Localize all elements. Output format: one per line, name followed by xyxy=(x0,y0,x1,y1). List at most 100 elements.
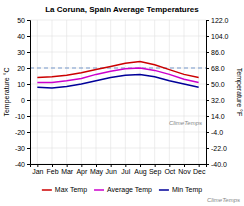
tick-label: -22.0 xyxy=(211,145,227,152)
tick: Feb xyxy=(46,164,58,175)
axis-title: Temperature °F xyxy=(235,68,243,116)
grid-line xyxy=(30,148,206,149)
legend-item: Average Temp xyxy=(94,186,152,194)
grid-line xyxy=(30,36,206,37)
legend-item: Min Temp xyxy=(159,186,202,194)
tick-label: Apr xyxy=(76,168,88,176)
annotation: ClimeTemps xyxy=(207,197,240,203)
tick-mark xyxy=(27,84,30,85)
tick-mark xyxy=(206,100,209,101)
legend-label: Average Temp xyxy=(107,186,152,194)
tick: Jan xyxy=(32,164,43,175)
grid xyxy=(30,20,206,164)
tick: 10 xyxy=(17,81,30,88)
grid-line xyxy=(30,20,206,21)
tick: 122.0 xyxy=(206,17,229,24)
tick-mark xyxy=(206,116,209,117)
tick: -10 xyxy=(15,113,30,120)
tick: 50.0 xyxy=(206,81,225,88)
tick-mark xyxy=(140,164,141,167)
grid-line xyxy=(30,100,206,101)
legend-swatch xyxy=(94,189,104,191)
grid-line xyxy=(37,20,38,164)
line xyxy=(37,74,198,88)
tick-label: Jan xyxy=(32,168,43,175)
plot: JanFebMarAprMayJun Jul AugSepOctNovDec -40 -… xyxy=(15,17,229,176)
tick-mark xyxy=(96,164,97,167)
tick-label: 50 xyxy=(17,17,25,24)
tick-mark xyxy=(111,164,112,167)
tick: 104.0 xyxy=(206,33,229,40)
axis-line xyxy=(27,21,31,165)
legend-item: Max Temp xyxy=(42,186,87,194)
tick-label: -20 xyxy=(15,129,25,136)
tick-mark xyxy=(169,164,170,167)
tick: 30 xyxy=(17,49,30,56)
tick-label: -30 xyxy=(15,145,25,152)
tick-label: Mar xyxy=(61,168,74,175)
tick: Nov xyxy=(178,164,191,175)
legend-swatch xyxy=(159,189,169,191)
axis-line xyxy=(207,21,210,165)
tick-mark xyxy=(27,36,30,37)
tick-label: -4.0 xyxy=(211,129,223,136)
legend: Max Temp Average Temp Min Temp xyxy=(42,186,202,194)
tick-mark xyxy=(52,164,53,167)
tick: -4.0 xyxy=(206,129,223,136)
tick: May xyxy=(90,164,104,176)
grid-line xyxy=(30,132,206,133)
tick-mark xyxy=(206,132,209,133)
tick: -30 xyxy=(15,145,30,152)
axis: -40.0 -22.0 -4.0 14.0 32.0 50.0 68.0 86.0 104.0 1… xyxy=(206,17,229,168)
tick-label: 122.0 xyxy=(211,17,229,24)
axis-line xyxy=(31,165,207,168)
tick-mark xyxy=(206,68,209,69)
tick: -20 xyxy=(15,129,30,136)
tick-mark xyxy=(37,164,38,167)
legend-label: Min Temp xyxy=(172,186,202,194)
tick: 68.0 xyxy=(206,65,225,72)
tick-label: 86.0 xyxy=(211,49,225,56)
tick-label: 50.0 xyxy=(211,81,225,88)
tick-label: 32.0 xyxy=(211,97,225,104)
tick-mark xyxy=(67,164,68,167)
tick: 86.0 xyxy=(206,49,225,56)
tick: Dec xyxy=(193,164,206,175)
tick-label: 14.0 xyxy=(211,113,225,120)
tick-mark xyxy=(125,164,126,167)
tick: Sep xyxy=(149,164,162,176)
tick: 32.0 xyxy=(206,97,225,104)
tick: Jul xyxy=(121,164,130,175)
tick-label: -40.0 xyxy=(211,161,227,168)
tick: -40.0 xyxy=(206,161,227,168)
grid-line xyxy=(81,20,82,164)
tick-label: Oct xyxy=(164,168,175,175)
tick: -40 xyxy=(15,161,30,168)
grid-line xyxy=(140,20,141,164)
axis: JanFebMarAprMayJun Jul AugSepOctNovDec xyxy=(31,164,207,176)
tick-label: -10 xyxy=(15,113,25,120)
tick-label: Dec xyxy=(193,168,206,175)
grid-line xyxy=(110,20,111,164)
tick-label: Jul xyxy=(121,168,130,175)
tick-label: Nov xyxy=(178,168,191,175)
tick-mark xyxy=(199,164,200,167)
tick-mark xyxy=(206,20,209,21)
tick-label: Aug xyxy=(134,168,147,176)
grid-line xyxy=(66,20,67,164)
tick-label: 0 xyxy=(21,97,25,104)
tick-mark xyxy=(27,52,30,53)
tick-mark xyxy=(27,20,30,21)
tick-label: 104.0 xyxy=(211,33,229,40)
title: La Coruna, Spain Average Temperatures xyxy=(45,5,199,14)
tick: Jun xyxy=(106,164,117,175)
grid-line xyxy=(30,68,206,69)
grid-line xyxy=(184,20,185,164)
grid-line xyxy=(30,52,206,53)
grid-line xyxy=(154,20,155,164)
tick-mark xyxy=(27,164,30,165)
tick-label: Feb xyxy=(46,168,58,175)
tick-mark xyxy=(81,164,82,167)
tick-mark xyxy=(206,84,209,85)
tick-mark xyxy=(27,132,30,133)
